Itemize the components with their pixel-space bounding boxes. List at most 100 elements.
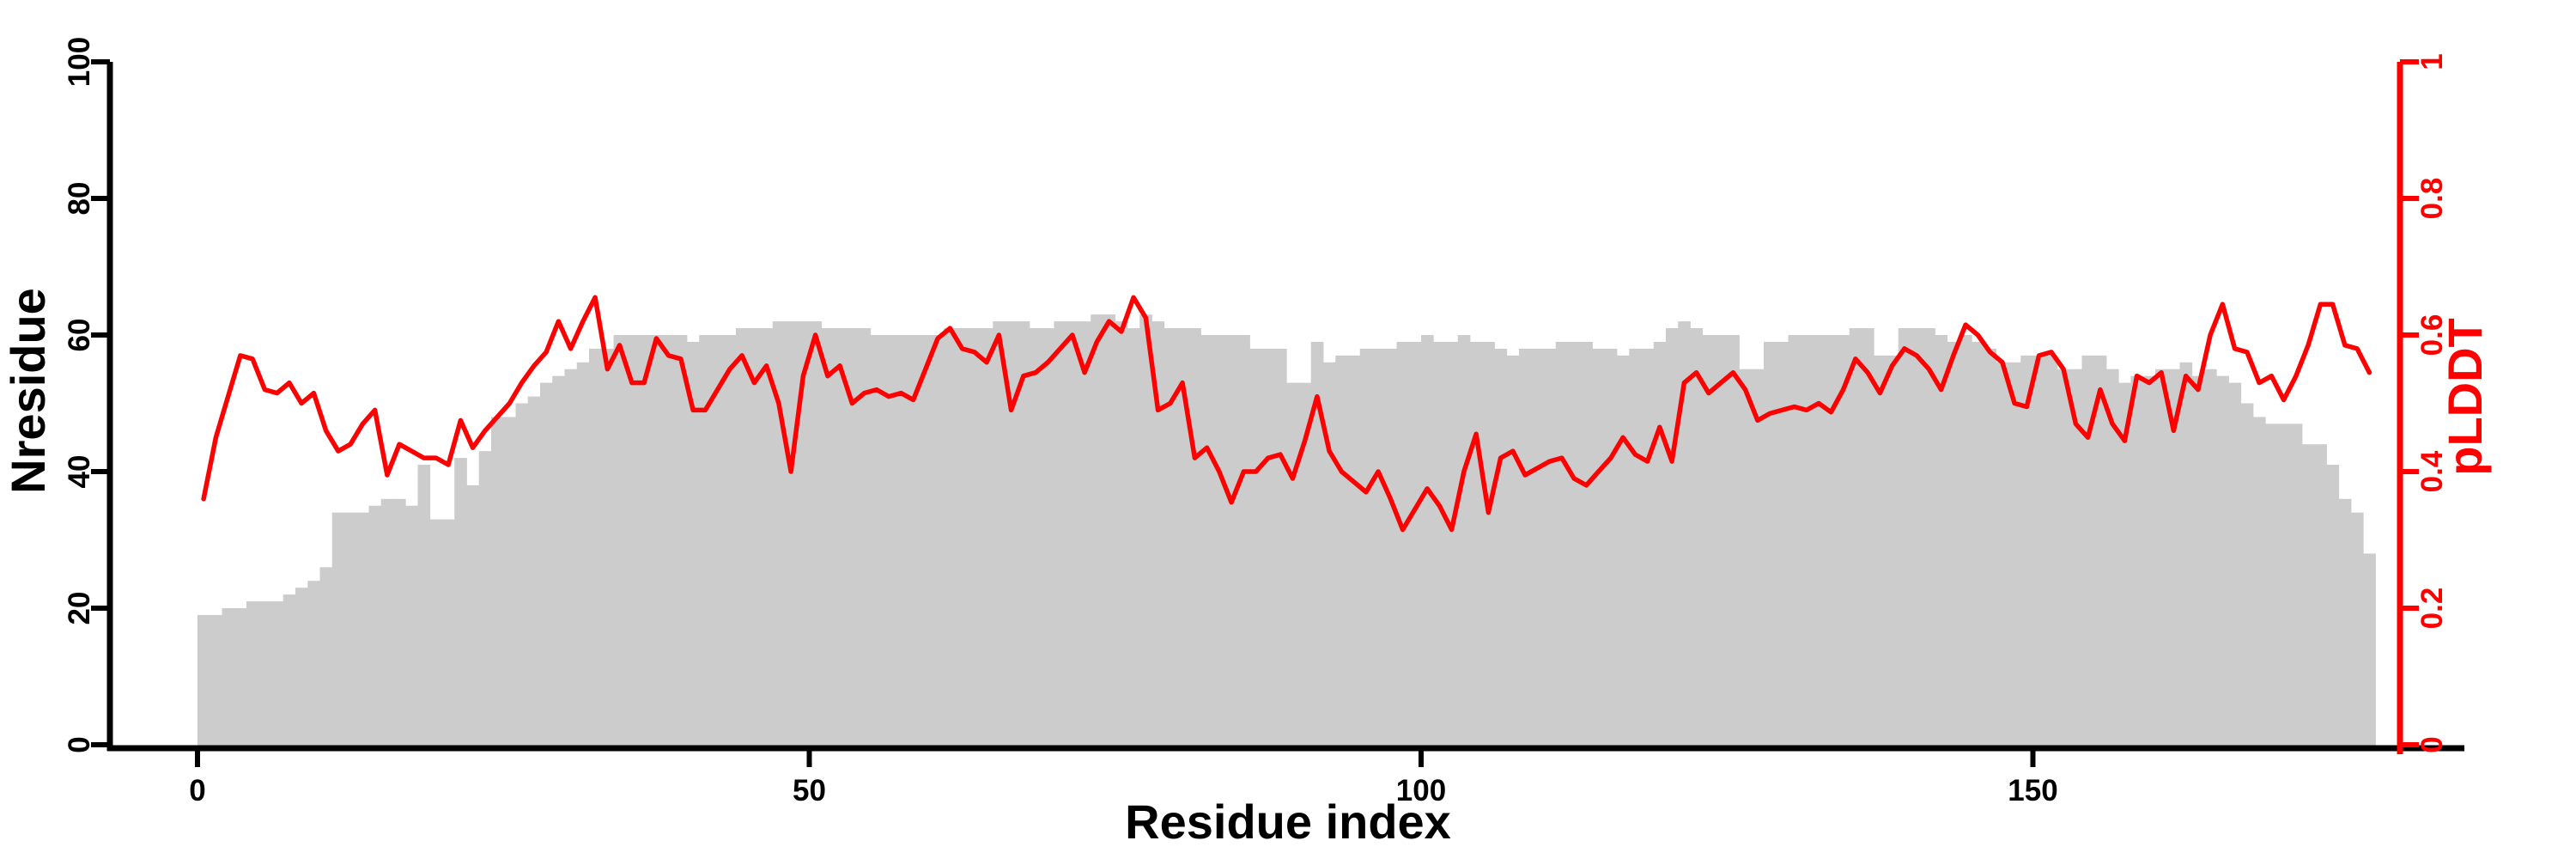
nresidue-bar <box>1849 328 1862 746</box>
nresidue-bar <box>331 512 345 746</box>
nresidue-bar <box>1212 335 1226 746</box>
nresidue-bar <box>258 601 271 746</box>
nresidue-bar <box>723 335 737 746</box>
nresidue-bar <box>1103 314 1116 746</box>
y-left-tick-label: 20 <box>63 592 96 625</box>
nresidue-bar <box>1519 348 1532 746</box>
nresidue-bar <box>2216 375 2229 746</box>
nresidue-bar <box>944 328 957 746</box>
nresidue-bar <box>2228 382 2242 746</box>
nresidue-bar <box>1323 362 1336 746</box>
nresidue-bar <box>1421 335 1434 746</box>
nresidue-bar <box>429 519 443 746</box>
nresidue-bar <box>1678 321 1691 746</box>
nresidue-bar <box>1911 328 1923 746</box>
nresidue-bar <box>442 519 455 746</box>
nresidue-bar <box>613 335 627 746</box>
nresidue-bar <box>883 335 896 746</box>
nresidue-bar <box>2155 369 2168 746</box>
y-right-tick-label: 1 <box>2415 53 2449 70</box>
nresidue-bar <box>1445 341 1459 746</box>
nresidue-bar <box>1176 328 1189 746</box>
nresidue-bar <box>1580 341 1593 746</box>
nresidue-bar <box>197 614 210 746</box>
nresidue-bar <box>1017 321 1030 746</box>
nresidue-bar <box>1261 348 1275 746</box>
y-axis-left-ticks: 0 20 40 60 80 100 <box>63 37 110 753</box>
nresidue-bar <box>981 328 993 746</box>
nresidue-bar <box>1139 314 1152 746</box>
nresidue-bar <box>295 588 308 746</box>
y-axis-left-title: Nresidue <box>1 288 55 494</box>
y-right-tick-label: 0 <box>2415 736 2449 752</box>
nresidue-bar <box>1739 369 1753 746</box>
nresidue-bar <box>1837 335 1850 746</box>
nresidue-bar <box>760 328 774 746</box>
nresidue-bar <box>2277 423 2291 746</box>
nresidue-bar <box>454 458 467 746</box>
nresidue-bar <box>1984 348 1997 746</box>
nresidue-bar <box>2167 369 2180 746</box>
nresidue-bar <box>564 369 578 746</box>
nresidue-bar <box>576 362 590 746</box>
nresidue-bar <box>687 341 700 746</box>
nresidue-bar <box>515 403 529 746</box>
nresidue-bar <box>2191 375 2205 746</box>
y-left-tick-label: 0 <box>63 736 96 752</box>
nresidue-bar <box>2338 498 2352 746</box>
nresidue-bar <box>1457 335 1471 746</box>
nresidue-bar <box>1384 348 1397 746</box>
nresidue-bar <box>356 512 369 746</box>
nresidue-bar <box>2204 369 2217 746</box>
nresidue-bar <box>283 594 296 746</box>
nresidue-bar <box>968 328 981 746</box>
nresidue-bar <box>1531 348 1544 746</box>
nresidue-bar <box>1225 335 1238 746</box>
nresidue-bar <box>307 581 320 746</box>
nresidue-bar <box>1151 321 1165 746</box>
nresidue-bar <box>210 614 222 746</box>
nresidue-bar <box>1568 341 1581 746</box>
nresidue-bar <box>2032 355 2046 746</box>
nresidue-bar <box>932 335 945 746</box>
nresidue-bar <box>1935 335 1948 746</box>
nresidue-bar <box>1702 335 1716 746</box>
nresidue-bar <box>2118 382 2131 746</box>
nresidue-bar <box>1274 348 1287 746</box>
nresidue-bar <box>1874 355 1886 746</box>
nresidue-bar <box>662 335 676 746</box>
nresidue-bar <box>417 465 431 746</box>
nresidue-bar <box>1042 328 1054 746</box>
nresidue-bar <box>1764 341 1777 746</box>
x-axis-title: Residue index <box>1125 795 1451 849</box>
nresidue-bar <box>711 335 725 746</box>
nresidue-bar <box>1543 348 1557 746</box>
nresidue-bar <box>1862 328 1874 746</box>
nresidue-bar <box>491 417 504 746</box>
nresidue-bar <box>1298 382 1312 746</box>
y-right-tick-label: 0.6 <box>2415 314 2449 356</box>
nresidue-bar <box>2020 355 2033 746</box>
nresidue-bar <box>858 328 872 746</box>
nresidue-bar <box>552 375 565 746</box>
nresidue-bar <box>222 608 235 746</box>
nresidue-bar <box>1959 335 1972 746</box>
nresidue-bar <box>2069 369 2082 746</box>
nresidue-bar <box>1886 355 1899 746</box>
nresidue-bar <box>2240 403 2254 746</box>
nresidue-bar <box>1641 348 1655 746</box>
nresidue-bar <box>2130 375 2144 746</box>
nresidue-bar <box>1286 382 1299 746</box>
nresidue-bar <box>1482 341 1495 746</box>
nresidue-bar <box>1188 328 1201 746</box>
nresidue-bar <box>527 396 541 746</box>
nresidue-bar <box>785 321 798 746</box>
nresidue-bar <box>1372 348 1385 746</box>
nresidue-bar <box>870 335 884 746</box>
nresidue-bar <box>1200 335 1214 746</box>
nresidue-bar <box>2044 355 2058 746</box>
nresidue-bar <box>1776 341 1789 746</box>
nresidue-bar <box>1690 328 1704 746</box>
nresidue-bar <box>2106 369 2119 746</box>
nresidue-bar <box>1030 328 1042 746</box>
